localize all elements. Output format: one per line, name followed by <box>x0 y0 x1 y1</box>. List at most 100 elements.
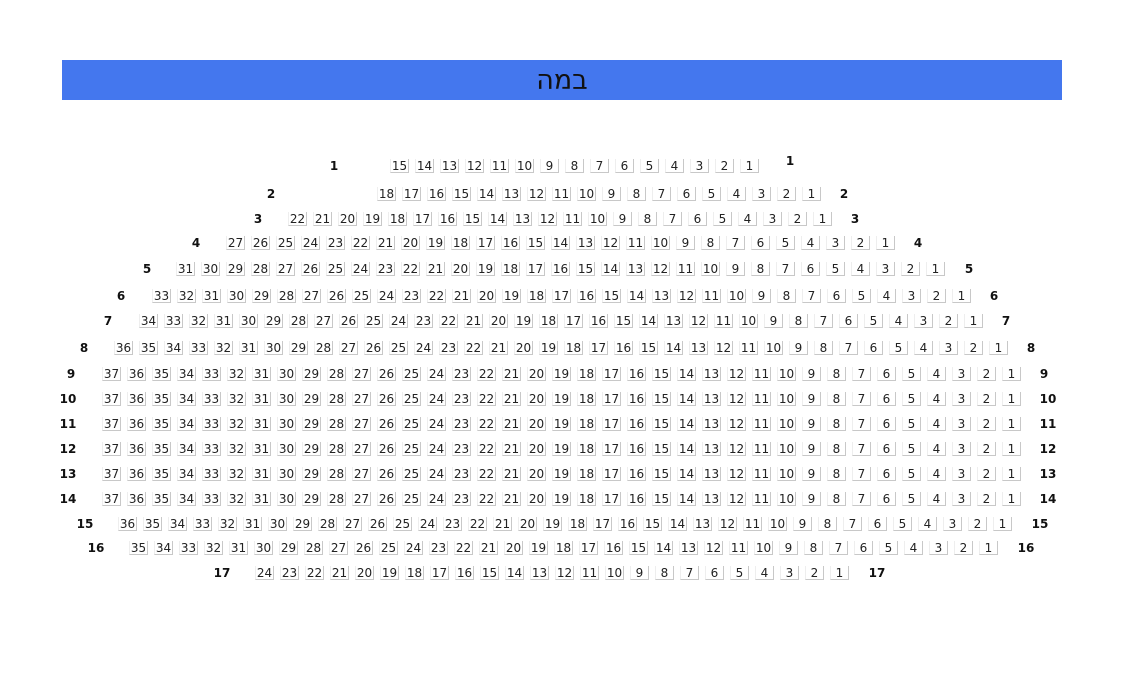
seat[interactable]: 13 <box>702 367 721 381</box>
seat[interactable]: 22 <box>477 467 496 481</box>
seat[interactable]: 11 <box>714 314 733 328</box>
seat[interactable]: 1 <box>926 262 945 276</box>
seat[interactable]: 32 <box>204 541 223 555</box>
seat[interactable]: 3 <box>752 187 771 201</box>
seat[interactable]: 5 <box>893 517 912 531</box>
seat[interactable]: 32 <box>227 392 246 406</box>
seat[interactable]: 3 <box>876 262 895 276</box>
seat[interactable]: 21 <box>464 314 483 328</box>
seat[interactable]: 19 <box>476 262 495 276</box>
seat[interactable]: 22 <box>351 236 370 250</box>
seat[interactable]: 19 <box>380 566 399 580</box>
seat[interactable]: 13 <box>440 159 459 173</box>
seat[interactable]: 15 <box>463 212 482 226</box>
seat[interactable]: 26 <box>251 236 270 250</box>
seat[interactable]: 20 <box>527 492 546 506</box>
seat[interactable]: 17 <box>602 417 621 431</box>
seat[interactable]: 5 <box>864 314 883 328</box>
seat[interactable]: 6 <box>801 262 820 276</box>
seat[interactable]: 18 <box>451 236 470 250</box>
seat[interactable]: 13 <box>513 212 532 226</box>
seat[interactable]: 16 <box>627 442 646 456</box>
seat[interactable]: 34 <box>177 492 196 506</box>
seat[interactable]: 21 <box>502 392 521 406</box>
seat[interactable]: 11 <box>752 492 771 506</box>
seat[interactable]: 20 <box>477 289 496 303</box>
seat[interactable]: 30 <box>227 289 246 303</box>
seat[interactable]: 18 <box>377 187 396 201</box>
seat[interactable]: 29 <box>302 417 321 431</box>
seat[interactable]: 9 <box>726 262 745 276</box>
seat[interactable]: 34 <box>177 392 196 406</box>
seat[interactable]: 14 <box>677 492 696 506</box>
seat[interactable]: 2 <box>977 367 996 381</box>
seat[interactable]: 12 <box>727 492 746 506</box>
seat[interactable]: 1 <box>1002 442 1021 456</box>
seat[interactable]: 1 <box>1002 417 1021 431</box>
seat[interactable]: 9 <box>613 212 632 226</box>
seat[interactable]: 31 <box>243 517 262 531</box>
seat[interactable]: 19 <box>552 417 571 431</box>
seat[interactable]: 6 <box>839 314 858 328</box>
seat[interactable]: 24 <box>427 492 446 506</box>
seat[interactable]: 22 <box>454 541 473 555</box>
seat[interactable]: 37 <box>102 417 121 431</box>
seat[interactable]: 32 <box>218 517 237 531</box>
seat[interactable]: 13 <box>689 341 708 355</box>
seat[interactable]: 12 <box>704 541 723 555</box>
seat[interactable]: 30 <box>277 467 296 481</box>
seat[interactable]: 12 <box>555 566 574 580</box>
seat[interactable]: 22 <box>477 392 496 406</box>
seat[interactable]: 2 <box>927 289 946 303</box>
seat[interactable]: 36 <box>127 492 146 506</box>
seat[interactable]: 4 <box>918 517 937 531</box>
seat[interactable]: 13 <box>664 314 683 328</box>
seat[interactable]: 33 <box>193 517 212 531</box>
seat[interactable]: 27 <box>352 392 371 406</box>
seat[interactable]: 32 <box>227 417 246 431</box>
seat[interactable]: 16 <box>627 467 646 481</box>
seat[interactable]: 34 <box>168 517 187 531</box>
seat[interactable]: 21 <box>502 492 521 506</box>
seat[interactable]: 36 <box>127 417 146 431</box>
seat[interactable]: 28 <box>327 417 346 431</box>
seat[interactable]: 9 <box>676 236 695 250</box>
seat[interactable]: 7 <box>852 492 871 506</box>
seat[interactable]: 18 <box>577 417 596 431</box>
seat[interactable]: 24 <box>418 517 437 531</box>
seat[interactable]: 11 <box>752 417 771 431</box>
seat[interactable]: 32 <box>177 289 196 303</box>
seat[interactable]: 6 <box>868 517 887 531</box>
seat[interactable]: 30 <box>277 492 296 506</box>
seat[interactable]: 7 <box>776 262 795 276</box>
seat[interactable]: 10 <box>764 341 783 355</box>
seat[interactable]: 15 <box>629 541 648 555</box>
seat[interactable]: 35 <box>152 392 171 406</box>
seat[interactable]: 16 <box>604 541 623 555</box>
seat[interactable]: 17 <box>564 314 583 328</box>
seat[interactable]: 9 <box>802 492 821 506</box>
seat[interactable]: 26 <box>301 262 320 276</box>
seat[interactable]: 7 <box>652 187 671 201</box>
seat[interactable]: 5 <box>852 289 871 303</box>
seat[interactable]: 15 <box>652 467 671 481</box>
seat[interactable]: 19 <box>514 314 533 328</box>
seat[interactable]: 14 <box>551 236 570 250</box>
seat[interactable]: 6 <box>854 541 873 555</box>
seat[interactable]: 9 <box>802 392 821 406</box>
seat[interactable]: 14 <box>677 367 696 381</box>
seat[interactable]: 36 <box>114 341 133 355</box>
seat[interactable]: 23 <box>443 517 462 531</box>
seat[interactable]: 14 <box>677 442 696 456</box>
seat[interactable]: 16 <box>618 517 637 531</box>
seat[interactable]: 15 <box>643 517 662 531</box>
seat[interactable]: 13 <box>502 187 521 201</box>
seat[interactable]: 5 <box>730 566 749 580</box>
seat[interactable]: 6 <box>877 442 896 456</box>
seat[interactable]: 22 <box>477 417 496 431</box>
seat[interactable]: 30 <box>268 517 287 531</box>
seat[interactable]: 30 <box>254 541 273 555</box>
seat[interactable]: 15 <box>639 341 658 355</box>
seat[interactable]: 6 <box>615 159 634 173</box>
seat[interactable]: 21 <box>426 262 445 276</box>
